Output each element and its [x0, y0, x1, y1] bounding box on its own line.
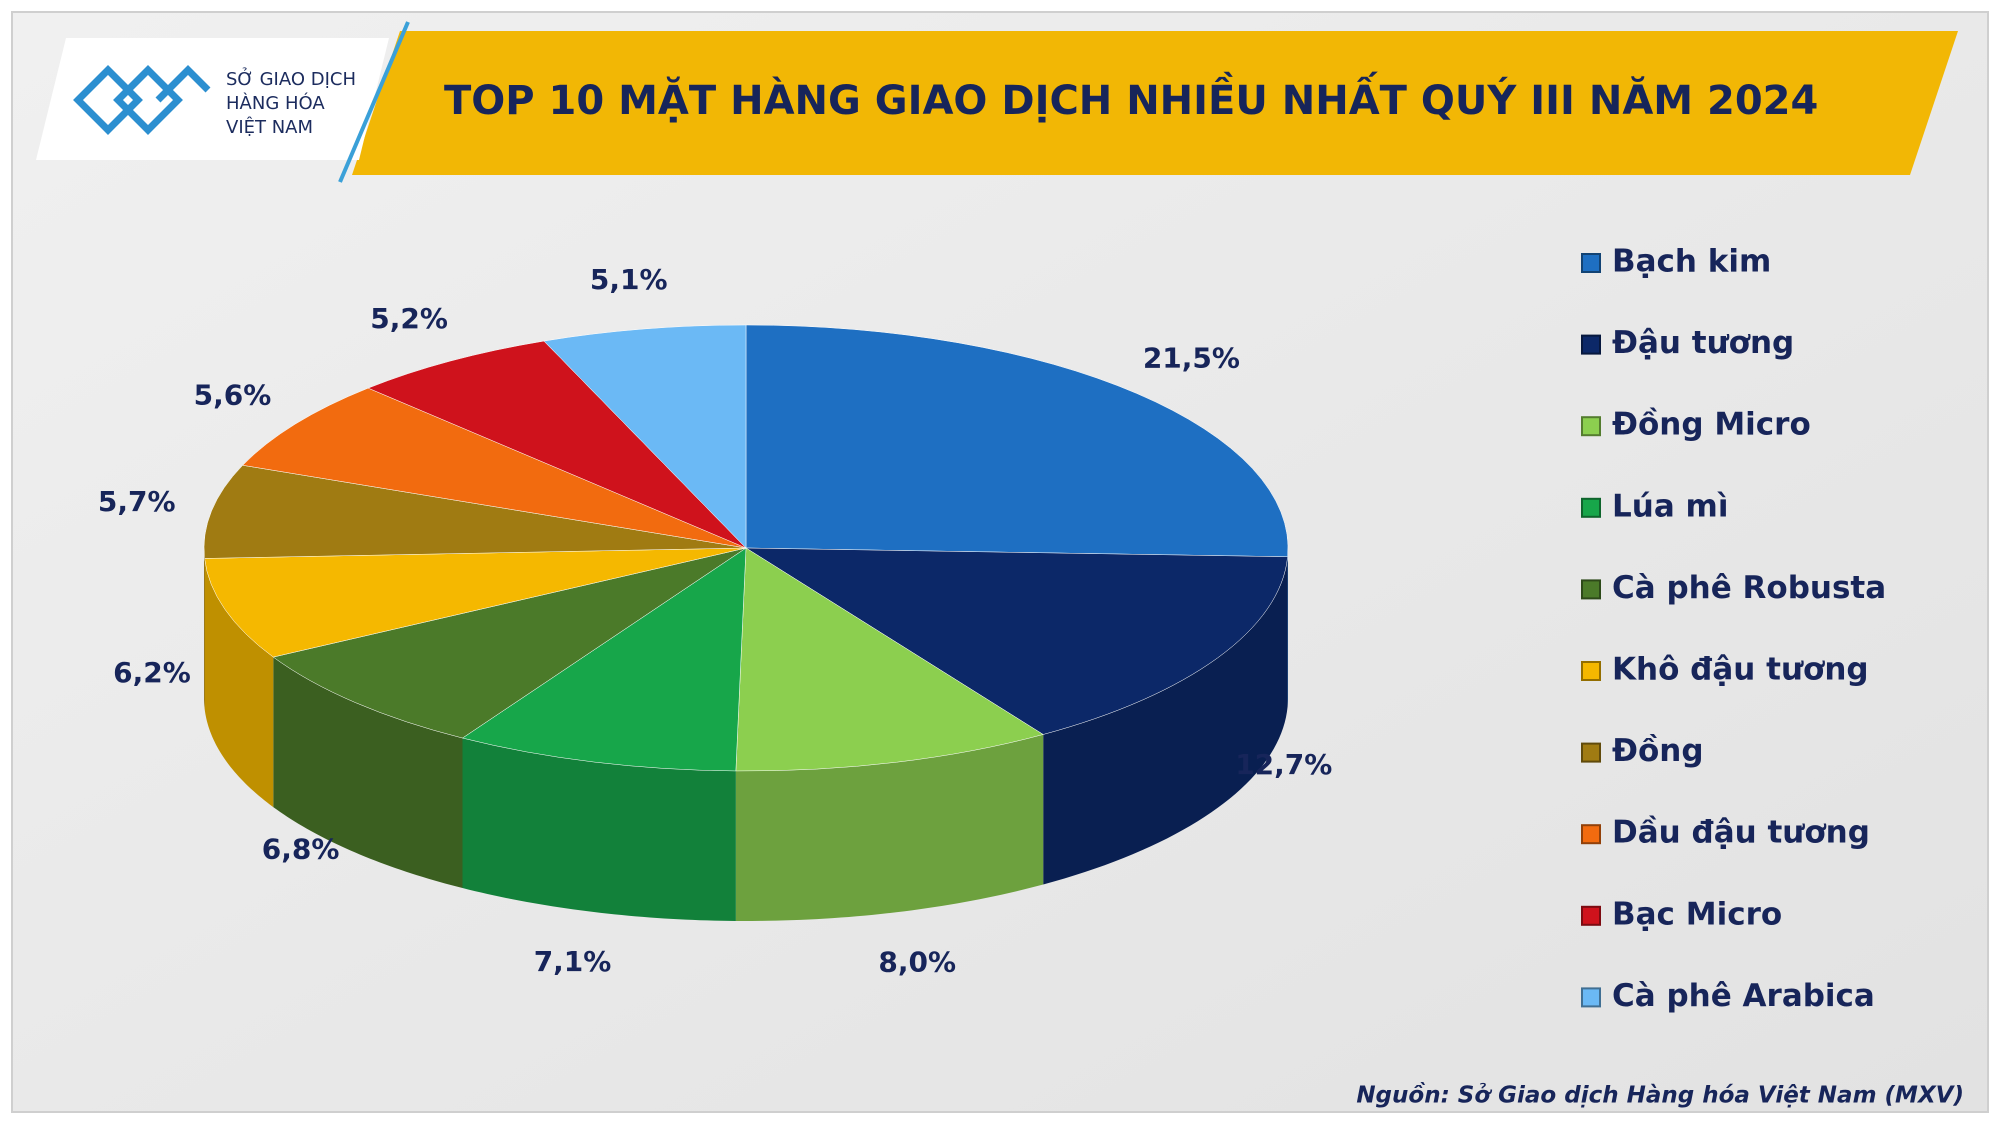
legend-label: Cà phê Robusta [1612, 570, 1886, 606]
legend-label: Đồng [1612, 733, 1704, 769]
legend-label: Đậu tương [1612, 325, 1794, 361]
value-label: 7,1% [534, 945, 612, 978]
legend-swatch [1582, 988, 1600, 1006]
value-label: 21,5% [1143, 341, 1240, 374]
legend-label: Cà phê Arabica [1612, 978, 1875, 1014]
legend-label: Dầu đậu tương [1612, 815, 1870, 851]
value-label: 5,6% [194, 379, 272, 412]
value-label: 6,8% [262, 833, 340, 866]
slice-side [204, 548, 205, 708]
logo-panel [36, 38, 389, 160]
legend-label: Bạch kim [1612, 244, 1771, 280]
legend-swatch [1582, 744, 1600, 762]
legend-swatch [1582, 580, 1600, 598]
legend-label: Đồng Micro [1612, 407, 1811, 443]
chart-title: TOP 10 MẶT HÀNG GIAO DỊCH NHIỀU NHẤT QUÝ… [444, 70, 1818, 124]
logo-text: VIỆT NAM [226, 116, 313, 138]
legend-swatch [1582, 336, 1600, 354]
value-label: 5,1% [590, 263, 668, 296]
legend-swatch [1582, 499, 1600, 517]
value-label: 5,2% [370, 302, 448, 335]
legend-label: Khô đậu tương [1612, 652, 1869, 688]
value-label: 6,2% [113, 656, 191, 689]
value-label: 12,7% [1235, 748, 1332, 781]
logo-text: SỞ GIAO DỊCH [226, 67, 356, 90]
legend-swatch [1582, 417, 1600, 435]
legend-label: Bạc Micro [1612, 896, 1782, 932]
value-label: 8,0% [878, 946, 956, 979]
legend-label: Lúa mì [1612, 488, 1728, 524]
value-label: 5,7% [98, 485, 176, 518]
logo-text: HÀNG HÓA [226, 92, 325, 114]
legend-swatch [1582, 662, 1600, 680]
legend-swatch [1582, 254, 1600, 272]
legend-swatch [1582, 825, 1600, 843]
source-note: Nguồn: Sở Giao dịch Hàng hóa Việt Nam (M… [1356, 1082, 1964, 1109]
legend-swatch [1582, 907, 1600, 925]
